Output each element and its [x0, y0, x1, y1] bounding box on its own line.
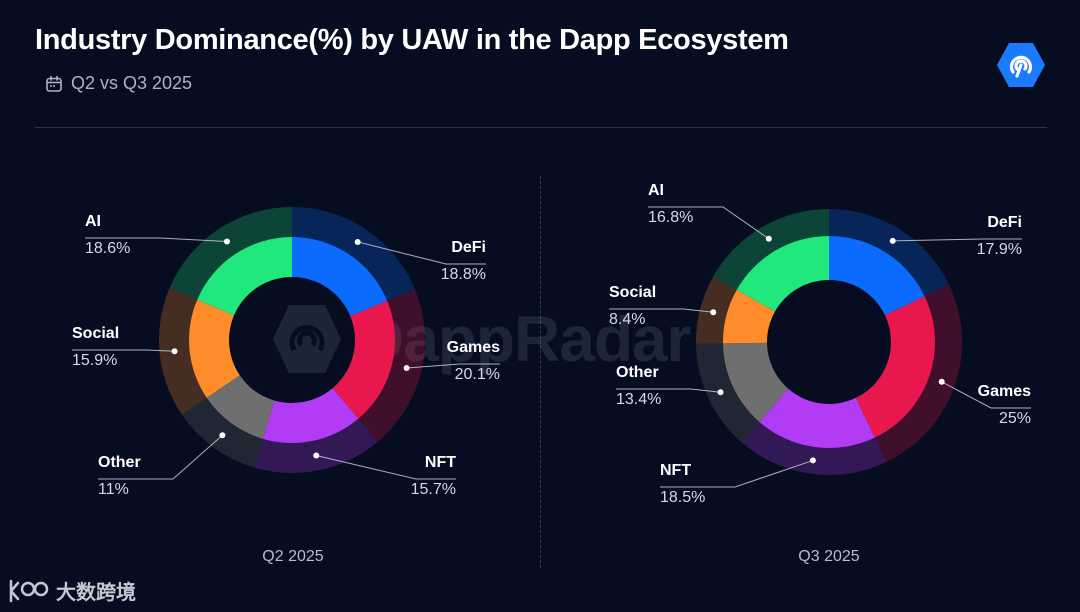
subtitle-row: Q2 vs Q3 2025 — [45, 73, 192, 94]
slice-games[interactable] — [332, 300, 396, 419]
chart-label-q3: Q3 2025 — [798, 548, 860, 565]
slice-defi[interactable] — [292, 237, 388, 317]
leader-line-other — [616, 388, 721, 393]
calendar-icon — [46, 75, 62, 92]
halo-nft — [254, 418, 378, 474]
leader-line-nft — [660, 459, 814, 488]
slice-other[interactable] — [206, 375, 275, 439]
leader-dot-ai — [765, 235, 772, 242]
label-ai: AI — [85, 213, 101, 230]
leader-dot-defi — [889, 237, 896, 244]
slice-ai[interactable] — [197, 237, 292, 316]
leader-dot-defi — [354, 238, 361, 245]
label-other: Other — [98, 454, 141, 471]
footer-brand: 大数跨境 — [8, 576, 136, 605]
slice-nft[interactable] — [262, 388, 359, 444]
leader-dot-other — [219, 432, 226, 439]
halo-social — [159, 287, 207, 415]
halo-ai — [169, 207, 292, 300]
chart-label-q2: Q2 2025 — [262, 548, 324, 565]
label-nft: NFT — [425, 454, 456, 471]
value-games: 20.1% — [455, 366, 500, 383]
label-games: Games — [447, 339, 500, 356]
slice-defi[interactable] — [829, 236, 925, 316]
slice-social[interactable] — [723, 289, 776, 344]
label-social: Social — [609, 284, 656, 301]
halo-defi — [829, 209, 949, 297]
value-other: 13.4% — [616, 391, 661, 408]
leader-line-games — [406, 363, 500, 369]
halo-social — [696, 276, 737, 344]
subtitle: Q2 vs Q3 2025 — [71, 73, 193, 93]
chart-title: Industry Dominance(%) by UAW in the Dapp… — [35, 24, 789, 56]
label-nft: NFT — [660, 462, 691, 479]
leader-line-social — [609, 308, 714, 313]
leader-line-defi — [892, 238, 1022, 242]
watermark-logo-icon — [273, 305, 341, 373]
halo-ai — [713, 209, 829, 290]
leader-dot-nft — [809, 457, 816, 464]
leader-dot-social — [171, 348, 178, 355]
leader-line-ai — [648, 206, 770, 240]
halo-defi — [292, 207, 415, 301]
value-ai: 18.6% — [85, 240, 130, 257]
value-games: 25% — [999, 410, 1031, 427]
label-social: Social — [72, 325, 119, 342]
halo-games — [874, 284, 962, 462]
header-divider — [35, 127, 1047, 128]
leader-line-games — [941, 381, 1031, 409]
label-other: Other — [616, 364, 659, 381]
slice-ai[interactable] — [736, 236, 829, 312]
leader-line-defi — [357, 241, 486, 265]
slice-nft[interactable] — [759, 388, 875, 449]
donut-chart-q2-2025: DeFi 18.8% Games 20.1% NFT 15.7% Other 11% Socia… — [72, 207, 500, 498]
label-ai: AI — [648, 182, 664, 199]
label-defi: DeFi — [987, 214, 1022, 231]
slice-social[interactable] — [189, 299, 240, 398]
chart-divider — [540, 176, 541, 568]
value-defi: 18.8% — [441, 266, 486, 283]
value-social: 15.9% — [72, 352, 117, 369]
leader-line-ai — [85, 237, 227, 243]
leader-line-nft — [316, 454, 456, 480]
leader-dot-games — [403, 365, 410, 372]
halo-nft — [741, 421, 887, 475]
leader-line-social — [72, 349, 175, 352]
leader-dot-other — [717, 389, 724, 396]
footer-brand-text: 大数跨境 — [56, 582, 136, 604]
value-defi: 17.9% — [977, 241, 1022, 258]
leader-dot-nft — [313, 452, 320, 459]
watermark: DappRadar — [270, 302, 691, 376]
slice-games[interactable] — [855, 296, 936, 438]
value-other: 11% — [98, 481, 129, 498]
donut-chart-q3-2025: DeFi 17.9% Games 25% NFT 18.5% Other 13.4% Socia… — [609, 182, 1031, 506]
label-games: Games — [978, 383, 1031, 400]
value-ai: 16.8% — [648, 209, 693, 226]
leader-dot-games — [938, 378, 945, 385]
halo-games — [358, 289, 425, 442]
leader-line-other — [98, 434, 223, 480]
leader-dot-ai — [223, 238, 230, 245]
value-nft: 15.7% — [411, 481, 456, 498]
leader-dot-social — [710, 309, 717, 316]
halo-other — [696, 343, 760, 443]
value-nft: 18.5% — [660, 489, 705, 506]
slice-other[interactable] — [723, 342, 789, 422]
label-defi: DeFi — [451, 239, 486, 256]
value-social: 8.4% — [609, 311, 645, 328]
dappradar-logo-icon — [997, 43, 1045, 87]
watermark-text: DappRadar — [358, 303, 691, 375]
brand-logo-icon — [9, 579, 49, 602]
